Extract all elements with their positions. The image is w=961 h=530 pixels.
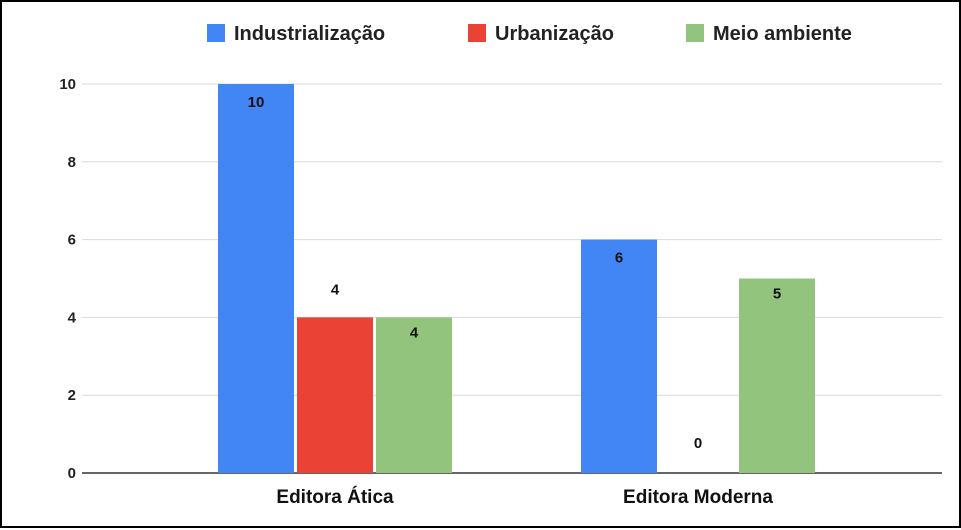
bar: [297, 317, 373, 473]
legend-swatch: [207, 24, 225, 42]
legend-swatch: [686, 24, 704, 42]
data-label: 10: [248, 94, 265, 111]
data-label: 5: [773, 286, 781, 303]
y-tick-label: 8: [68, 154, 76, 171]
data-label: 6: [615, 250, 623, 267]
y-axis-ticks: 0 2 4 6 8 10: [59, 76, 76, 482]
x-axis-labels: Editora Ática Editora Moderna: [276, 486, 773, 508]
data-labels: 10 4 4 6 0 5: [248, 94, 782, 452]
data-label: 4: [410, 324, 419, 341]
bars: [218, 84, 815, 473]
legend-swatch: [468, 24, 486, 42]
y-tick-label: 0: [68, 465, 76, 482]
x-category-label: Editora Ática: [276, 486, 394, 508]
data-label: 4: [331, 281, 340, 298]
y-tick-label: 4: [68, 309, 77, 326]
data-label: 0: [694, 435, 702, 452]
x-category-label: Editora Moderna: [623, 487, 773, 508]
legend-label: Meio ambiente: [713, 23, 852, 45]
bar: [581, 239, 657, 473]
bar: [739, 278, 815, 473]
y-tick-label: 2: [68, 387, 76, 404]
legend-label: Industrialização: [234, 23, 385, 45]
legend: Industrialização Urbanização Meio ambiente: [207, 23, 852, 45]
y-tick-label: 6: [68, 232, 76, 249]
y-tick-label: 10: [59, 76, 76, 93]
legend-label: Urbanização: [495, 23, 614, 45]
bar: [376, 317, 452, 473]
bar: [218, 84, 294, 473]
